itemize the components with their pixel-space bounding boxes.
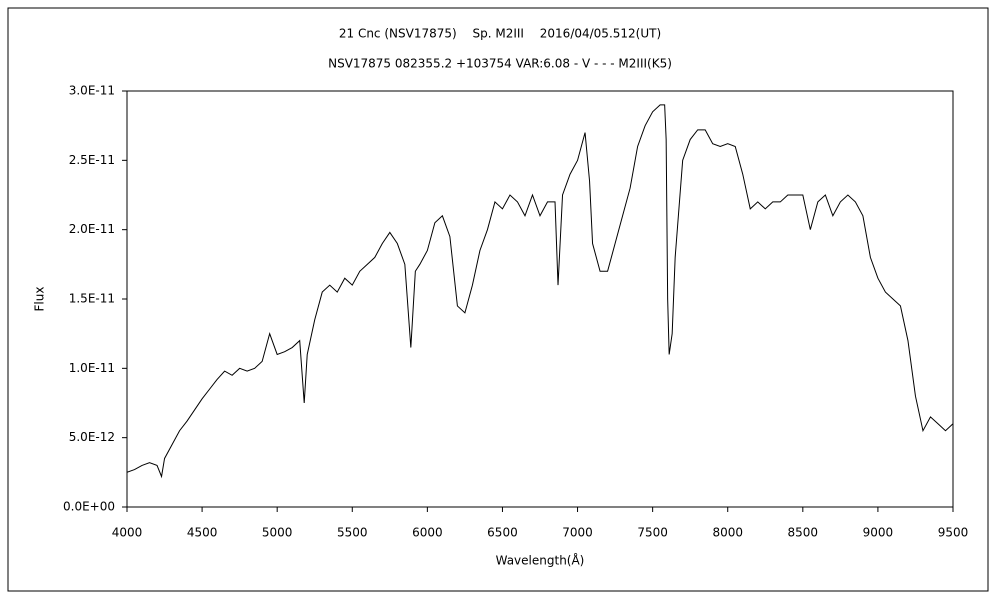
x-tick-label: 7000	[562, 526, 593, 540]
x-tick-label: 7500	[637, 526, 668, 540]
y-tick-label: 0.0E+00	[63, 500, 115, 514]
y-tick-label: 1.5E-11	[69, 292, 115, 306]
x-tick-label: 4500	[187, 526, 218, 540]
x-tick-label: 5500	[337, 526, 368, 540]
x-tick-label: 4000	[112, 526, 143, 540]
chart-title: 21 Cnc (NSV17875) Sp. M2III 2016/04/05.5…	[339, 27, 661, 41]
y-tick-label: 1.0E-11	[69, 361, 115, 375]
x-tick-label: 8000	[712, 526, 743, 540]
x-axis-label: Wavelength(Å)	[496, 553, 585, 568]
y-tick-label: 2.5E-11	[69, 153, 115, 167]
y-axis-label: Flux	[33, 287, 47, 312]
chart-frame	[7, 7, 989, 592]
y-tick-label: 3.0E-11	[69, 84, 115, 98]
x-tick-label: 8500	[788, 526, 819, 540]
y-tick-label: 2.0E-11	[69, 222, 115, 236]
spectrum-line	[126, 104, 954, 479]
x-tick-label: 9500	[938, 526, 969, 540]
x-tick-label: 6500	[487, 526, 518, 540]
x-tick-label: 5000	[262, 526, 293, 540]
x-tick-label: 6000	[412, 526, 443, 540]
x-tick-label: 9000	[863, 526, 894, 540]
chart-subtitle: NSV17875 082355.2 +103754 VAR:6.08 - V -…	[328, 57, 672, 71]
y-tick-label: 5.0E-12	[69, 430, 115, 444]
